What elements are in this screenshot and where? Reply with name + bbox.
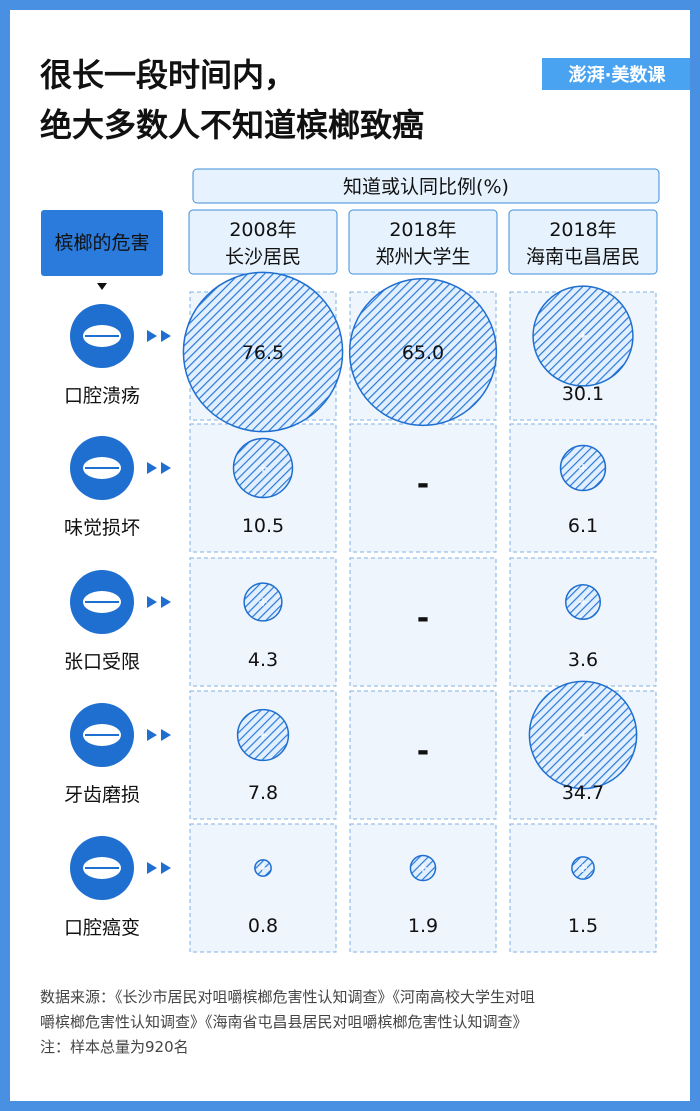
cell-tile	[349, 823, 497, 953]
title-line-1: 很长一段时间内，	[40, 56, 297, 94]
tongue-taste-icon	[70, 436, 134, 500]
page-title: 很长一段时间内， 绝大多数人不知道槟榔致癌	[40, 50, 424, 150]
row-arrow-2	[161, 729, 171, 741]
source-line-1: 数据来源：《长沙市居民对咀嚼槟榔危害性认知调查》《河南高校大学生对咀	[40, 988, 536, 1006]
value-label: 1.5	[568, 915, 598, 937]
row-arrow-1	[147, 862, 157, 874]
value-label: 65.0	[402, 342, 444, 364]
cell-tile	[349, 423, 497, 553]
row-arrow-1	[147, 462, 157, 474]
missing-value: -	[417, 734, 429, 769]
row-arrow-2	[161, 862, 171, 874]
mouth-limited-icon	[70, 570, 134, 634]
column-year-3: 2018年	[549, 219, 616, 241]
brand-logo: 澎湃·美数课	[542, 58, 690, 90]
cell-tile	[349, 690, 497, 820]
row-arrow-1	[147, 729, 157, 741]
value-label: 4.3	[248, 649, 278, 671]
column-year-2: 2018年	[389, 219, 456, 241]
infographic-card: 很长一段时间内， 绝大多数人不知道槟榔致癌 澎湃·美数课 知道或认同比例(%) 2…	[10, 10, 690, 1101]
source-line-2: 嚼槟榔危害性认知调查》《海南省屯昌县居民对咀嚼槟榔危害性认知调查》	[40, 1013, 528, 1031]
row-arrow-1	[147, 596, 157, 608]
harm-label: 口腔溃疡	[64, 385, 140, 407]
column-year-1: 2008年	[229, 219, 296, 241]
sample-note: 注：样本总量为920名	[40, 1038, 189, 1056]
value-bubble	[348, 277, 498, 427]
value-label: 30.1	[562, 383, 604, 405]
harm-label: 牙齿磨损	[64, 784, 140, 806]
value-label: 1.9	[408, 915, 438, 937]
row-arrow-1	[147, 330, 157, 342]
value-label: 0.8	[248, 915, 278, 937]
row-header-box	[41, 210, 163, 276]
missing-value: -	[417, 467, 429, 502]
row-header-arrow	[97, 283, 107, 290]
row-header-label: 槟榔的危害	[54, 232, 149, 254]
harm-label: 张口受限	[64, 651, 140, 673]
cell-tile	[509, 557, 657, 687]
value-label: 10.5	[242, 515, 284, 537]
value-label: 34.7	[562, 782, 604, 804]
cell-tile	[189, 823, 337, 953]
column-group-3: 海南屯昌居民	[526, 246, 640, 268]
cell-tile	[509, 823, 657, 953]
value-label: 76.5	[242, 342, 284, 364]
column-group-2: 郑州大学生	[375, 246, 470, 268]
row-arrow-2	[161, 596, 171, 608]
tooth-wear-icon	[70, 703, 134, 767]
value-label: 7.8	[248, 782, 278, 804]
missing-value: -	[417, 601, 429, 636]
header-title: 知道或认同比例(%)	[343, 176, 509, 198]
harm-label: 味觉损坏	[64, 517, 140, 539]
title-line-2: 绝大多数人不知道槟榔致癌	[40, 106, 425, 144]
data-source: 数据来源：《长沙市居民对咀嚼槟榔危害性认知调查》《河南高校大学生对咀 嚼槟榔危害…	[40, 985, 670, 1060]
column-group-header	[192, 168, 660, 204]
cell-tile	[349, 557, 497, 687]
column-group-1: 长沙居民	[225, 246, 301, 268]
mouth-cancer-icon	[70, 836, 134, 900]
mouth-ulcer-icon	[70, 304, 134, 368]
row-arrow-2	[161, 330, 171, 342]
column-header-2	[348, 209, 498, 275]
value-label: 3.6	[568, 649, 598, 671]
value-label: 6.1	[568, 515, 598, 537]
value-bubble	[182, 271, 344, 433]
harm-label: 口腔癌变	[64, 917, 140, 939]
column-header-3	[508, 209, 658, 275]
row-arrow-2	[161, 462, 171, 474]
cell-tile	[189, 557, 337, 687]
